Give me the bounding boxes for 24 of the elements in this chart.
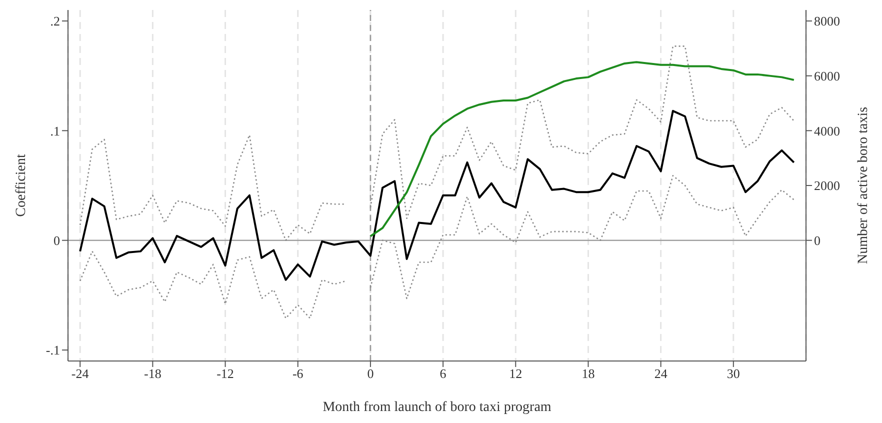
y-tick-label: .1 [50, 123, 60, 138]
line-series [79, 110, 795, 281]
y2-tick-label: 4000 [814, 123, 840, 138]
y-tick-label: -.1 [46, 342, 60, 358]
y-tick-label: .2 [50, 14, 60, 29]
x-tick-label: 18 [582, 366, 595, 382]
y-tick-label: 0 [54, 232, 60, 248]
x-tick-label: 30 [726, 366, 740, 382]
y2-tick-label: 6000 [814, 68, 840, 84]
y2-axis-title: Number of active boro taxis [856, 106, 871, 264]
x-tick-label: 6 [440, 366, 447, 382]
x-tick-label: 24 [654, 366, 668, 382]
y2-tick-label: 8000 [814, 14, 840, 29]
y2-tick-label: 0 [814, 232, 820, 248]
x-tick-label: 0 [367, 366, 374, 382]
x-tick-label: -12 [216, 366, 234, 382]
x-tick-label: -18 [144, 366, 162, 382]
x-tick-label: -24 [71, 366, 90, 382]
y-axis-title: Coefficient [14, 154, 29, 217]
line-series [369, 61, 795, 238]
x-tick-label: 12 [509, 366, 522, 382]
y2-tick-label: 2000 [814, 178, 840, 194]
x-tick-label: -6 [292, 366, 304, 382]
x-axis-title: Month from launch of boro taxi program [322, 400, 552, 415]
